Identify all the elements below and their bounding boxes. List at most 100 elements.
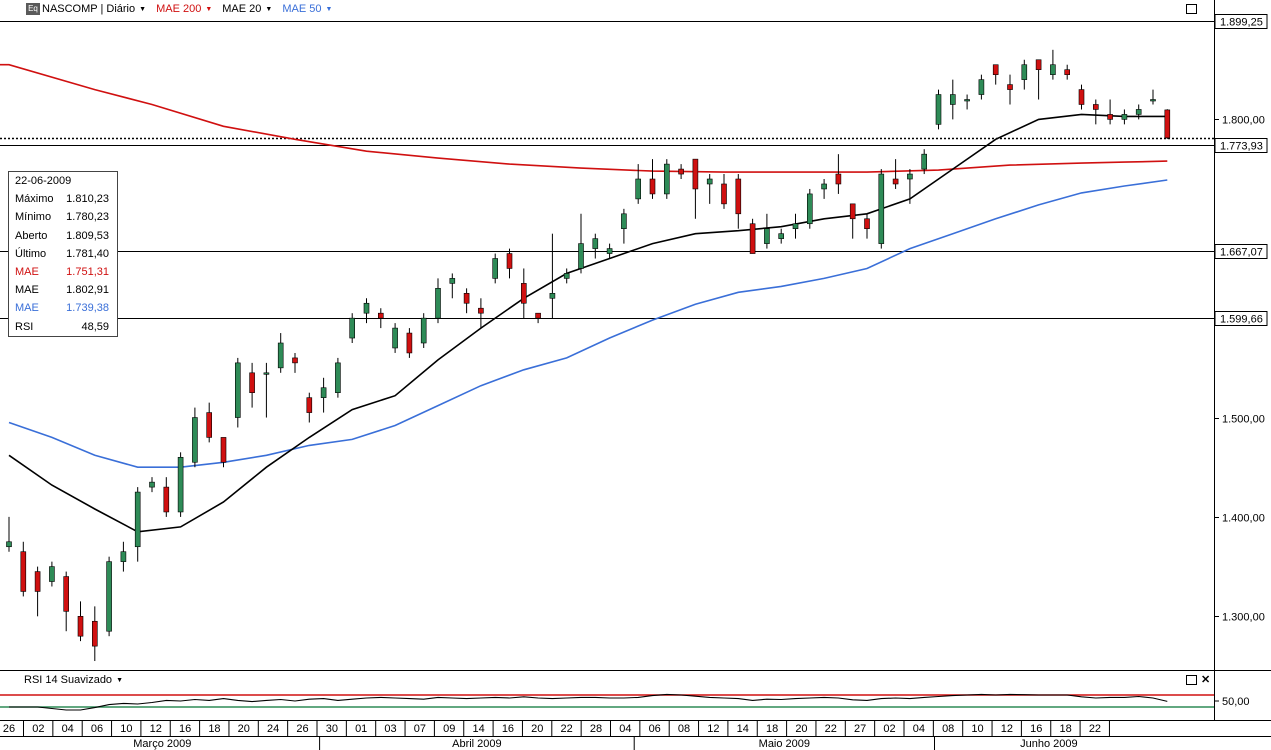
x-tick-label: 16 [1030,723,1042,735]
row-value: 1.781,40 [66,247,109,260]
candle-body [621,213,627,230]
x-tick-label: 10 [120,723,132,735]
candle-body [249,372,255,393]
x-tick-label: 08 [678,723,690,735]
chart-toolbar: Eq NASCOMP | Diário ▼ MAE 200 ▼ MAE 20 ▼… [0,0,1214,18]
candle-body [192,417,198,463]
candle-body [706,178,713,185]
indicator-mae20[interactable]: MAE 20 ▼ [222,3,272,15]
candle-body [992,64,999,75]
candle-body [978,79,985,95]
data-window-date-row: 22-06-2009 [9,172,117,190]
indicator-mae50[interactable]: MAE 50 ▼ [282,3,332,15]
month-label: Maio 2009 [759,738,810,750]
candle-body [1064,69,1070,75]
x-tick-label: 22 [825,723,837,735]
candle-body [1121,114,1128,120]
rsi-title: RSI 14 Suavizado [24,674,113,686]
candle-body [1150,99,1156,102]
candle-body [92,620,98,647]
candle-body [492,258,499,279]
y-tick-label: 1.800,00 [1222,115,1265,127]
x-tick-label: 26 [3,723,15,735]
candle-body [563,273,570,279]
x-tick-label: 12 [707,723,719,735]
candle-body [363,302,370,314]
indicator-label: MAE 200 [156,3,202,15]
x-tick-label: 12 [1001,723,1013,735]
x-tick-label: 22 [1089,723,1101,735]
candle-body [878,173,885,244]
price-tag-label: 1.773,93 [1220,141,1263,153]
x-tick-label: 28 [590,723,602,735]
candle-body [134,491,141,548]
rsi-line [9,693,1168,711]
x-tick-label: 20 [238,723,250,735]
candle-body [1135,109,1142,115]
candle-body [206,412,212,438]
candle-body [692,158,699,190]
price-tag-label: 1.599,66 [1220,314,1263,326]
x-tick-label: 02 [32,723,44,735]
x-tick-label: 07 [414,723,426,735]
candle-body [478,307,484,314]
data-window-row: MAE 1.802,91 [9,281,117,299]
row-value: 1.802,91 [66,284,109,297]
candle-body [49,566,55,582]
candle-body [764,228,770,244]
x-tick-label: 20 [795,723,807,735]
candle-body [864,218,870,230]
dropdown-arrow-icon: ▼ [139,5,147,13]
row-value: 1.739,38 [66,302,109,315]
price-tag-label: 1.667,07 [1220,247,1263,259]
data-window-row: Mínimo 1.780,23 [9,208,117,226]
candle-body [907,173,913,180]
x-tick-label: 16 [179,723,191,735]
candle-body [606,248,613,254]
row-label: RSI [15,320,34,333]
symbol-selector[interactable]: NASCOMP | Diário ▼ [42,3,146,15]
month-label: Março 2009 [133,738,191,750]
x-tick-label: 16 [502,723,514,735]
candle-body [1050,64,1056,75]
x-tick-label: 10 [971,723,983,735]
x-tick-label: 18 [208,723,220,735]
price-tag-label: 1.899,25 [1220,17,1263,29]
rsi-indicator-selector[interactable]: RSI 14 Suavizado ▼ [24,674,123,686]
candle-body [678,168,684,175]
x-tick-label: 22 [561,723,573,735]
x-tick-label: 03 [384,723,396,735]
candle-body [835,173,842,185]
x-tick-label: 04 [619,723,631,735]
maximize-panel-button[interactable] [1186,4,1197,14]
mae200-line [0,63,1168,173]
x-tick-label: 02 [883,723,895,735]
maximize-rsi-button[interactable] [1186,675,1197,685]
candle-body [320,387,327,398]
x-tick-label: 09 [443,723,455,735]
candle-body [520,283,527,304]
indicator-label: MAE 20 [222,3,262,15]
candle-body [1021,64,1028,80]
candle-body [235,362,241,418]
candle-body [806,193,813,225]
candle-body [649,178,656,195]
candle-body [792,223,799,230]
candle-body [778,233,785,239]
candle-body [1093,104,1099,110]
row-label: Máximo [15,193,54,206]
candle-body [20,551,27,592]
x-tick-label: 24 [267,723,279,735]
close-rsi-icon[interactable]: ✕ [1201,674,1211,686]
candle-body [277,342,284,369]
price-tag-box [1214,244,1268,259]
y-tick-label: 1.300,00 [1222,612,1265,624]
row-label: MAE [15,284,39,297]
indicator-mae200[interactable]: MAE 200 ▼ [156,3,212,15]
row-label: MAE [15,302,39,315]
data-window-row: Último 1.781,40 [9,245,117,263]
candle-body [420,317,427,344]
candle-body [964,99,970,102]
month-label: Abril 2009 [452,738,502,750]
